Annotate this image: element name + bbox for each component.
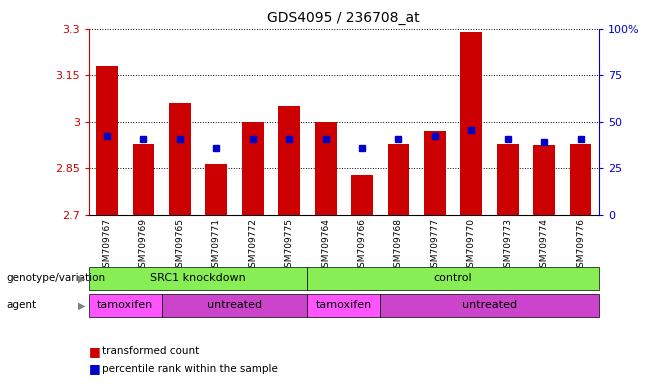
Text: ■: ■ — [89, 362, 101, 375]
Text: control: control — [434, 273, 472, 283]
Text: tamoxifen: tamoxifen — [316, 300, 372, 310]
Bar — [351, 175, 373, 215]
Bar — [388, 144, 409, 215]
Text: untreated: untreated — [207, 300, 262, 310]
Text: ▶: ▶ — [78, 300, 85, 310]
Bar — [533, 145, 555, 215]
Bar — [132, 144, 155, 215]
Bar — [461, 32, 482, 215]
Bar — [96, 66, 118, 215]
Bar — [278, 106, 300, 215]
Bar — [497, 144, 519, 215]
Text: untreated: untreated — [462, 300, 517, 310]
Title: GDS4095 / 236708_at: GDS4095 / 236708_at — [268, 11, 420, 25]
Bar — [169, 103, 191, 215]
Text: ▶: ▶ — [78, 273, 85, 283]
Bar — [570, 144, 592, 215]
Text: percentile rank within the sample: percentile rank within the sample — [102, 364, 278, 374]
Text: ■: ■ — [89, 345, 101, 358]
Text: genotype/variation: genotype/variation — [7, 273, 106, 283]
Bar — [205, 164, 227, 215]
Text: agent: agent — [7, 300, 37, 310]
Bar — [424, 131, 445, 215]
Bar — [315, 122, 336, 215]
Bar — [242, 122, 264, 215]
Text: SRC1 knockdown: SRC1 knockdown — [150, 273, 246, 283]
Text: tamoxifen: tamoxifen — [97, 300, 153, 310]
Text: transformed count: transformed count — [102, 346, 199, 356]
